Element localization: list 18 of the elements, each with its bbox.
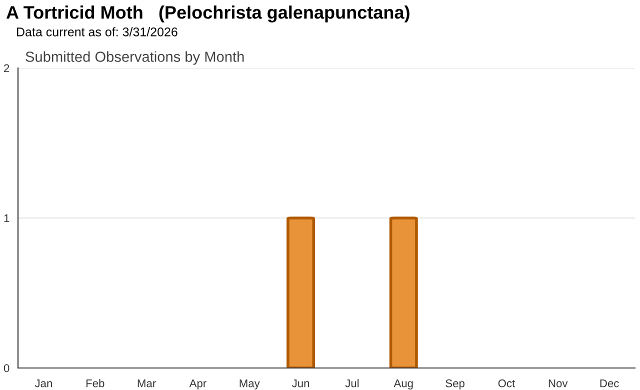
x-tick-label: Mar [138, 380, 156, 388]
x-tick-label: Aug [394, 380, 413, 390]
x-tick-label: Jul [345, 379, 359, 388]
x-tick-label: Apr [189, 380, 206, 390]
x-tick-label: Jan [34, 380, 52, 388]
y-tick-label: 0 [4, 364, 10, 372]
x-tick-label: Feb [86, 379, 104, 388]
x-tick-label: May [240, 380, 260, 390]
x-tick-label: Jun [292, 380, 310, 388]
x-tick-label: Dec [600, 380, 619, 388]
y-tick-label: 1 [4, 214, 10, 222]
chart-subtitle: Data current as of: 3/31/2026 [17, 27, 178, 36]
x-tick-label: Nov [548, 380, 568, 388]
chart-title: A Tortricid Moth (Pelochrista galenapunctana) [6, 6, 410, 22]
x-tick-label: Sep [446, 379, 464, 390]
y-tick-label: 2 [4, 64, 10, 72]
x-tick-label: Oct [498, 379, 516, 388]
text: Submitted Observations by Month [26, 51, 244, 65]
